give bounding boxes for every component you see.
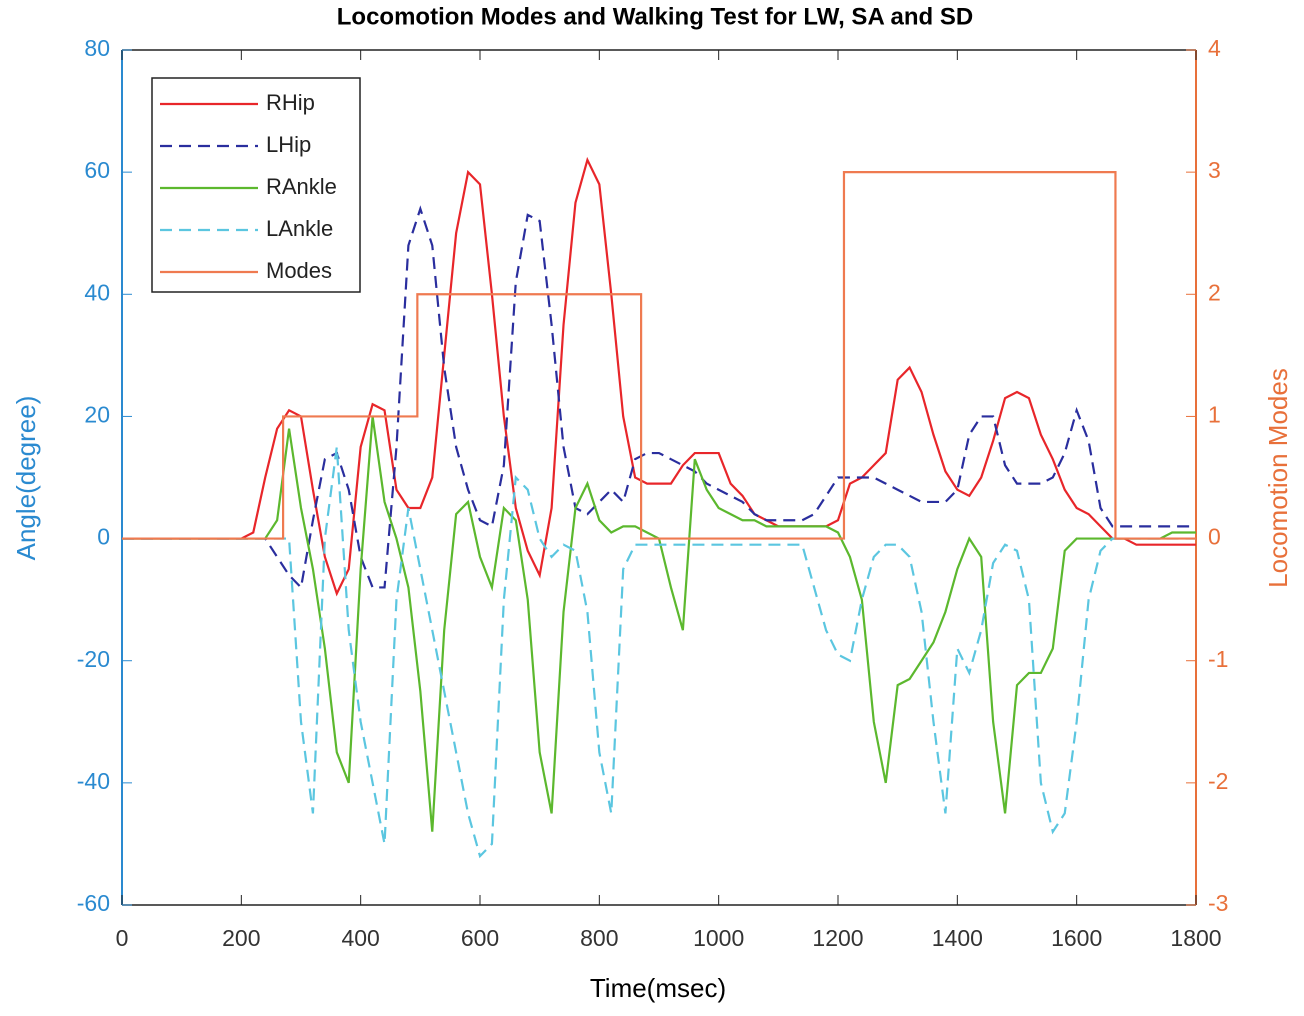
- y-tick-label: -20: [77, 646, 110, 672]
- legend-label: RAnkle: [266, 174, 337, 199]
- y2-tick-label: 1: [1208, 402, 1221, 428]
- series-line: [122, 171, 1196, 540]
- x-tick-label: 1800: [1170, 925, 1221, 951]
- y2-tick-label: -3: [1208, 890, 1228, 916]
- x-tick-label: 800: [580, 925, 618, 951]
- legend-label: LAnkle: [266, 216, 333, 241]
- x-tick-label: 600: [461, 925, 499, 951]
- y2-tick-label: 0: [1208, 524, 1221, 550]
- y-tick-label: -40: [77, 768, 110, 794]
- y2-tick-label: 2: [1208, 279, 1221, 305]
- x-tick-label: 1200: [812, 925, 863, 951]
- y-tick-label: 80: [84, 35, 110, 61]
- y2-tick-label: 4: [1208, 35, 1221, 61]
- x-tick-label: 400: [341, 925, 379, 951]
- x-tick-label: 0: [116, 925, 129, 951]
- y-tick-label: 40: [84, 279, 110, 305]
- legend-label: RHip: [266, 90, 315, 115]
- x-tick-label: 200: [222, 925, 260, 951]
- legend-label: Modes: [266, 258, 332, 283]
- x-tick-label: 1000: [693, 925, 744, 951]
- y-tick-label: 0: [97, 524, 110, 550]
- legend-box: [151, 77, 361, 293]
- series-line: [122, 205, 1196, 590]
- legend-label: LHip: [266, 132, 311, 157]
- y2-tick-label: 3: [1208, 157, 1221, 183]
- y2-axis-label: Locomotion Modes: [1263, 368, 1293, 588]
- x-tick-label: 1400: [932, 925, 983, 951]
- y-tick-label: -60: [77, 890, 110, 916]
- x-axis-label: Time(msec): [590, 973, 726, 1003]
- y-axis-label: Angle(degree): [11, 396, 41, 561]
- y2-tick-label: -1: [1208, 646, 1228, 672]
- y-tick-label: 20: [84, 402, 110, 428]
- y-tick-label: 60: [84, 157, 110, 183]
- y2-tick-label: -2: [1208, 768, 1228, 794]
- chart-title: Locomotion Modes and Walking Test for LW…: [337, 3, 973, 30]
- series-line: [122, 446, 1196, 859]
- x-tick-label: 1600: [1051, 925, 1102, 951]
